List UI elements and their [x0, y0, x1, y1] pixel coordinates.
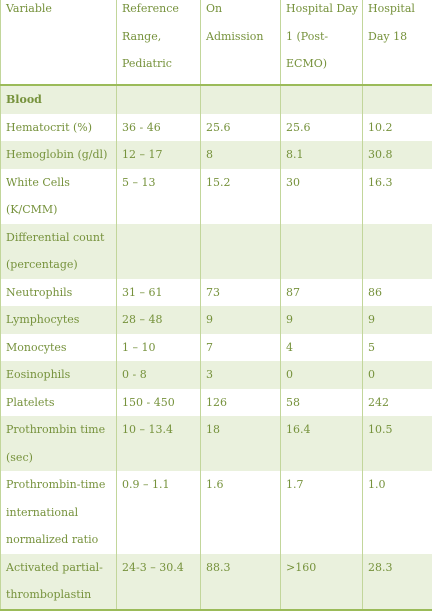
cell-variable: Eosinophils [0, 361, 117, 389]
cell-range: 10 – 13.4 [116, 416, 201, 471]
cell-variable: Platelets [0, 388, 117, 416]
table-row-differential: Differential count (percentage) [0, 223, 432, 279]
table-row-blood: Blood [0, 85, 432, 114]
cell-day18: 242 [362, 388, 432, 416]
table-row: Eosinophils 0 - 8 3 0 0 [0, 361, 432, 389]
cell-range: 0.9 – 1.1 [116, 471, 201, 554]
cell-range: 150 - 450 [116, 388, 201, 416]
cell-day1: 25.6 [280, 113, 363, 141]
cell-day1 [280, 223, 363, 279]
cell-variable: Monocytes [0, 333, 117, 361]
cell-day18: 5 [362, 333, 432, 361]
table-row: Platelets 150 - 450 126 58 242 [0, 388, 432, 416]
cell-variable: Activated partial-thromboplastin [0, 553, 117, 611]
cell-variable: Blood [0, 85, 117, 114]
cell-range: 1 – 10 [116, 333, 201, 361]
cell-day18: 9 [362, 306, 432, 334]
cell-variable: Hematocrit (%) [0, 113, 117, 141]
cell-day18: 28.3 [362, 553, 432, 611]
cell-day18 [362, 223, 432, 279]
cell-day1: >160 [280, 553, 363, 611]
cell-day1: 16.4 [280, 416, 363, 471]
cell-variable: Differential count (percentage) [0, 223, 117, 279]
cell-range: 0 - 8 [116, 361, 201, 389]
cell-variable: Hemoglobin (g/dl) [0, 141, 117, 169]
cell-day1: 4 [280, 333, 363, 361]
cell-variable: Prothrombin time (sec) [0, 416, 117, 471]
table-header: Variable Reference Range, Pediatric On A… [0, 0, 432, 85]
table-row: Hemoglobin (g/dl) 12 – 17 8 8.1 30.8 [0, 141, 432, 169]
cell-admission [200, 85, 281, 114]
table-row: Neutrophils 31 – 61 73 87 86 [0, 278, 432, 306]
cell-day1: 0 [280, 361, 363, 389]
cell-day1: 87 [280, 278, 363, 306]
table-row: Activated partial-thromboplastin 24-3 – … [0, 553, 432, 611]
cell-range [116, 223, 201, 279]
cell-admission: 126 [200, 388, 281, 416]
cell-day18: 1.0 [362, 471, 432, 554]
header-variable: Variable [0, 0, 117, 85]
table-row: Hematocrit (%) 36 - 46 25.6 25.6 10.2 [0, 113, 432, 141]
cell-range: 28 – 48 [116, 306, 201, 334]
cell-range [116, 85, 201, 114]
cell-day1: 1.7 [280, 471, 363, 554]
table-row: Lymphocytes 28 – 48 9 9 9 [0, 306, 432, 334]
table-body: Blood Hematocrit (%) 36 - 46 25.6 25.6 1… [0, 85, 432, 611]
header-on-admission: On Admission [200, 0, 281, 85]
cell-admission: 18 [200, 416, 281, 471]
cell-admission: 73 [200, 278, 281, 306]
cell-variable: White Cells (K/CMM) [0, 168, 117, 224]
header-row: Variable Reference Range, Pediatric On A… [0, 0, 432, 85]
cell-day18: 10.5 [362, 416, 432, 471]
cell-range: 12 – 17 [116, 141, 201, 169]
table-row: Prothrombin-time international normalize… [0, 471, 432, 554]
header-hospital-day-18: Hospital Day 18 [362, 0, 432, 85]
cell-day1: 58 [280, 388, 363, 416]
cell-day18: 16.3 [362, 168, 432, 224]
cell-admission: 8 [200, 141, 281, 169]
cell-day1 [280, 85, 363, 114]
cell-range: 36 - 46 [116, 113, 201, 141]
cell-day1: 9 [280, 306, 363, 334]
cell-day18 [362, 85, 432, 114]
cell-day1: 8.1 [280, 141, 363, 169]
cell-variable: Prothrombin-time international normalize… [0, 471, 117, 554]
cell-variable: Neutrophils [0, 278, 117, 306]
cell-admission: 15.2 [200, 168, 281, 224]
cell-day18: 0 [362, 361, 432, 389]
table-row: Monocytes 1 – 10 7 4 5 [0, 333, 432, 361]
header-hospital-day-1: Hospital Day 1 (Post-ECMO) [280, 0, 363, 85]
cell-admission [200, 223, 281, 279]
cell-admission: 7 [200, 333, 281, 361]
cell-day1: 30 [280, 168, 363, 224]
cell-admission: 25.6 [200, 113, 281, 141]
table-row: Prothrombin time (sec) 10 – 13.4 18 16.4… [0, 416, 432, 471]
cell-admission: 3 [200, 361, 281, 389]
cell-day18: 10.2 [362, 113, 432, 141]
cell-range: 31 – 61 [116, 278, 201, 306]
cell-admission: 1.6 [200, 471, 281, 554]
cell-day18: 86 [362, 278, 432, 306]
cell-admission: 88.3 [200, 553, 281, 611]
cell-day18: 30.8 [362, 141, 432, 169]
table-row: White Cells (K/CMM) 5 – 13 15.2 30 16.3 [0, 168, 432, 224]
cell-admission: 9 [200, 306, 281, 334]
cell-variable: Lymphocytes [0, 306, 117, 334]
cell-range: 5 – 13 [116, 168, 201, 224]
header-reference-range: Reference Range, Pediatric [116, 0, 201, 85]
cell-range: 24-3 – 30.4 [116, 553, 201, 611]
